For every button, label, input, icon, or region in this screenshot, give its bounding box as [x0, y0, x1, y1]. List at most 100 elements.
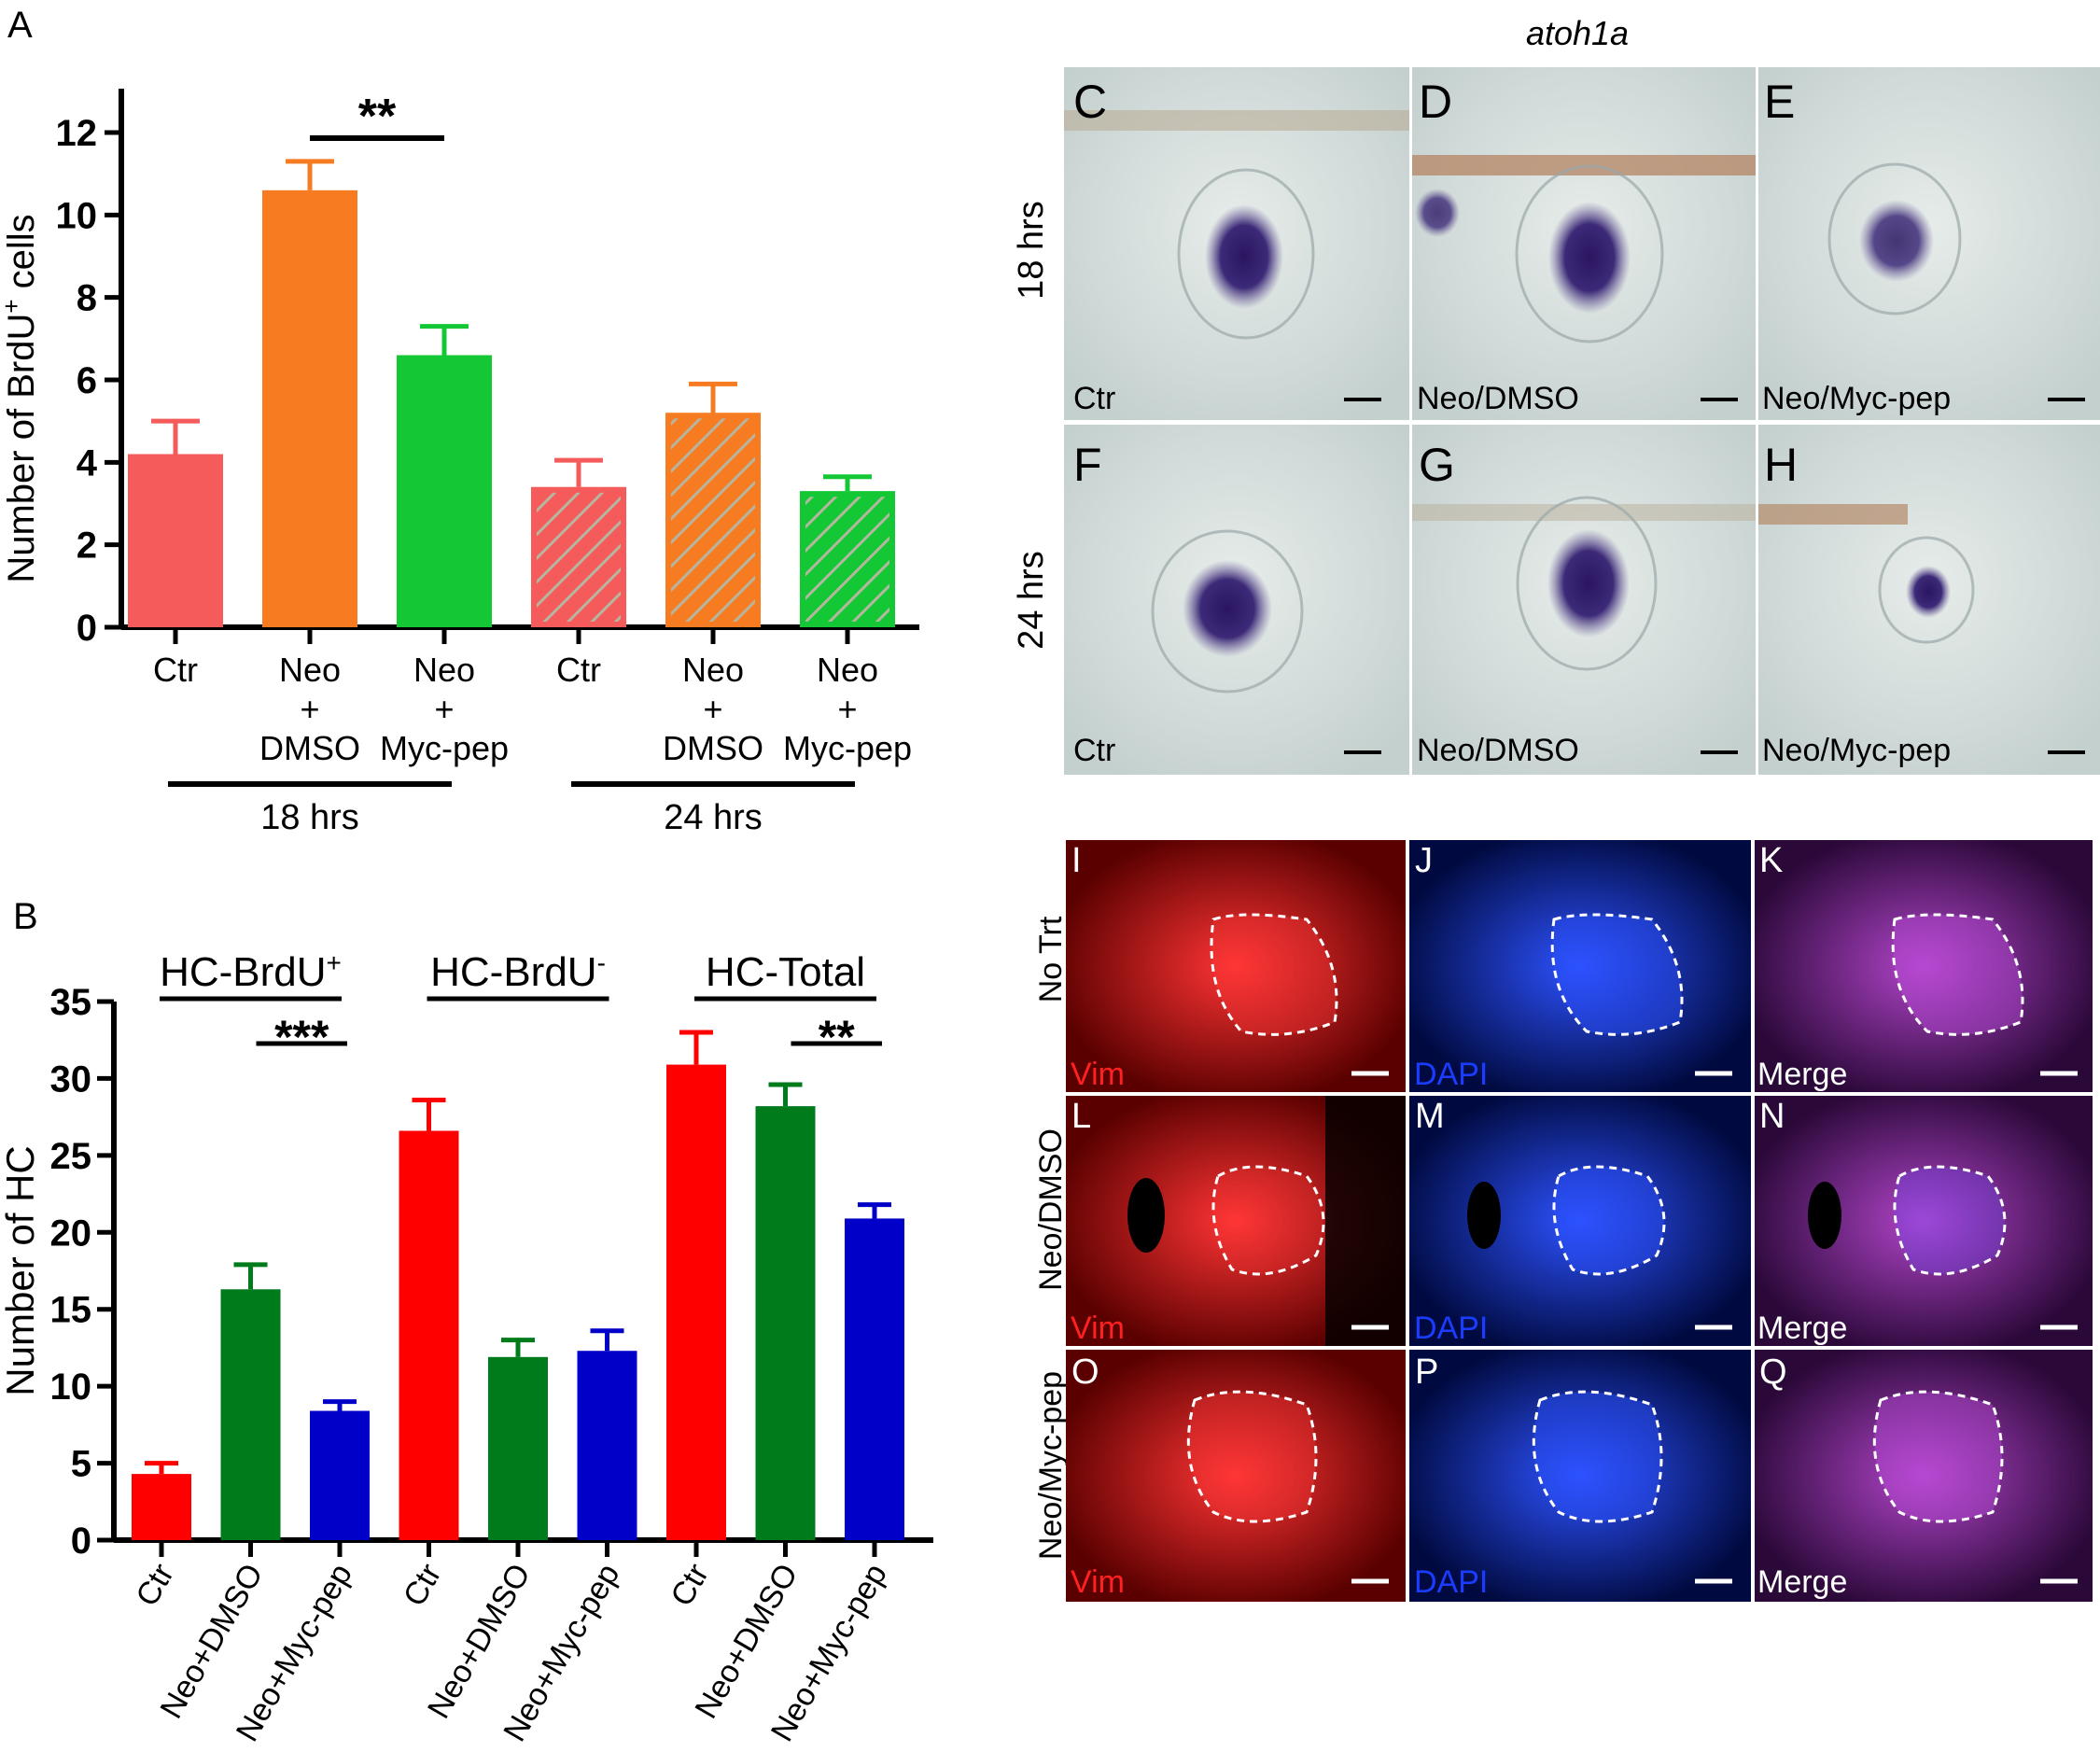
panel-b-group-headers: HC-BrdU+ HC-BrdU- HC-Total [160, 948, 876, 1002]
bar-group [800, 474, 895, 627]
ish-letter-d: D [1419, 76, 1452, 128]
ish-signal [1547, 529, 1630, 638]
y-tick-label: 25 [50, 1136, 92, 1177]
fluor-row-label-no-trt: No Trt [1033, 916, 1069, 1002]
group-header: HC-BrdU- [430, 948, 606, 996]
bar [397, 355, 492, 627]
fluor-channel-label: Vim [1071, 1057, 1125, 1092]
fluor-row-label-neo-myc: Neo/Myc-pep [1033, 1371, 1069, 1560]
ish-tile-g: G Neo/DMSO [1412, 425, 1756, 775]
bar-group [577, 1328, 637, 1540]
bar-group [665, 381, 761, 628]
group-label: 24 hrs [664, 798, 763, 837]
x-tick-label: Myc-pep [380, 729, 509, 767]
ish-tile-e: E Neo/Myc-pep [1758, 67, 2100, 420]
y-tick-label: 6 [77, 360, 97, 401]
fluor-bg [1755, 840, 2093, 1092]
y-tick-label: 20 [50, 1212, 92, 1254]
bar-group [128, 418, 223, 627]
ish-letter-e: E [1764, 76, 1795, 128]
ish-signal [1859, 200, 1934, 282]
neuromast-outline [1532, 1390, 1663, 1523]
ish-condition-label: Neo/Myc-pep [1762, 381, 1951, 416]
ish-letter-g: G [1419, 439, 1455, 491]
fluor-tile-i: I Vim [1066, 840, 1406, 1092]
fluor-channel-label: DAPI [1414, 1057, 1488, 1092]
bar [310, 1410, 370, 1540]
bar-group [488, 1338, 548, 1540]
bar-group [531, 457, 626, 627]
ish-letter-c: C [1073, 76, 1107, 128]
x-tick-label: Neo [682, 651, 744, 689]
ish-signal [1183, 560, 1272, 657]
ish-neuromast-outline [1827, 162, 1962, 315]
y-label-main: Number of BrdU [1, 314, 42, 583]
ish-neuromast-outline [1516, 496, 1658, 671]
bar-hatch [531, 486, 626, 627]
fluor-letter-q: Q [1759, 1353, 1787, 1392]
bar-hatch [800, 491, 895, 627]
ish-signal-small [1415, 189, 1460, 237]
ish-row-label-24: 24 hrs [1012, 551, 1051, 650]
group-header: HC-Total [706, 949, 865, 995]
fluor-letter-j: J [1415, 841, 1433, 880]
ish-condition-label: Neo/DMSO [1417, 733, 1579, 768]
bar [755, 1106, 816, 1540]
panel-letter-b: B [13, 896, 38, 937]
dark-spot [1127, 1178, 1165, 1253]
ish-letter-h: H [1764, 439, 1798, 491]
fluor-tile-l: L Vim [1066, 1096, 1406, 1346]
y-tick-label: 0 [71, 1521, 91, 1562]
panel-a-axis: 0 2 4 6 8 10 12 [56, 89, 919, 649]
bar-border [665, 413, 761, 628]
bar-border [800, 491, 895, 627]
fluor-letter-i: I [1071, 841, 1082, 880]
panel-a-significance: ** [310, 90, 444, 144]
bar-group [845, 1202, 904, 1540]
group-header-main: HC-BrdU [160, 949, 326, 995]
significance-stars: ** [358, 90, 397, 144]
fluor-letter-n: N [1759, 1097, 1785, 1136]
significance-stars: ** [819, 1011, 855, 1063]
y-label-sup: + [0, 299, 25, 313]
ish-tile-c: C Ctr [1064, 67, 1409, 420]
y-tick-label: 4 [77, 442, 98, 484]
ish-band [1064, 110, 1409, 131]
ish-letter-f: F [1073, 439, 1102, 491]
ish-band [1412, 504, 1756, 521]
panel-a-ylabel: Number of BrdU+ cells [0, 214, 42, 582]
ish-signal [1548, 202, 1631, 314]
y-tick-label: 12 [56, 113, 98, 154]
x-tick-label: Ctr [129, 1558, 181, 1612]
fluor-channel-label: Vim [1071, 1310, 1125, 1346]
ish-neuromast-outline [1177, 168, 1315, 340]
bar-group [262, 159, 357, 628]
fluor-letter-k: K [1759, 841, 1783, 880]
ish-condition-label: Neo/Myc-pep [1762, 733, 1951, 768]
x-tick-label: Myc-pep [783, 729, 912, 767]
ish-tile-h: H Neo/Myc-pep [1758, 425, 2100, 775]
neuromast-outline [1211, 1165, 1325, 1276]
fluor-bg [1409, 840, 1751, 1092]
ish-band [1758, 504, 1908, 525]
fluor-bg [1409, 1096, 1751, 1346]
group-header-sup: + [327, 948, 342, 977]
x-tick-label: DMSO [663, 729, 763, 767]
bar [577, 1351, 637, 1540]
bar-border [531, 486, 626, 627]
bar-group [755, 1082, 816, 1540]
x-tick-label: + [837, 690, 857, 728]
fluor-tile-o: O Vim [1066, 1350, 1406, 1602]
fluor-channel-label: DAPI [1414, 1310, 1488, 1346]
group-header-sup: - [597, 948, 606, 977]
y-tick-label: 5 [71, 1444, 91, 1485]
bar-group [220, 1262, 281, 1540]
y-tick-label: 35 [50, 982, 92, 1023]
ish-signal [1906, 566, 1951, 618]
panel-b-chart: B Number of HC 0 5 10 15 20 25 30 35 CtrNeo+DMS… [0, 896, 933, 1747]
bar [399, 1130, 459, 1540]
fluor-dark-edge [1325, 1096, 1406, 1346]
